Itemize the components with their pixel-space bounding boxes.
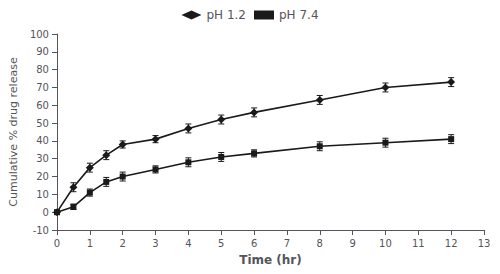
svg-text:30: 30 xyxy=(36,153,49,164)
svg-text:40: 40 xyxy=(36,135,49,146)
svg-text:4: 4 xyxy=(185,238,191,249)
svg-text:9: 9 xyxy=(349,238,355,249)
svg-text:20: 20 xyxy=(36,171,49,182)
svg-text:0: 0 xyxy=(43,207,49,218)
svg-text:2: 2 xyxy=(119,238,125,249)
svg-text:50: 50 xyxy=(36,118,49,129)
svg-text:Time (hr): Time (hr) xyxy=(239,253,302,267)
svg-text:6: 6 xyxy=(251,238,257,249)
svg-text:8: 8 xyxy=(317,238,323,249)
svg-text:1: 1 xyxy=(87,238,93,249)
svg-text:10: 10 xyxy=(36,189,49,200)
svg-text:pH 7.4: pH 7.4 xyxy=(279,8,319,22)
svg-text:10: 10 xyxy=(379,238,392,249)
svg-text:-10: -10 xyxy=(33,225,49,236)
svg-text:60: 60 xyxy=(36,100,49,111)
svg-text:90: 90 xyxy=(36,46,49,57)
svg-text:13: 13 xyxy=(478,238,491,249)
svg-text:12: 12 xyxy=(445,238,458,249)
svg-text:100: 100 xyxy=(30,29,49,40)
svg-text:80: 80 xyxy=(36,64,49,75)
svg-text:pH 1.2: pH 1.2 xyxy=(206,8,246,22)
svg-text:0: 0 xyxy=(54,238,60,249)
svg-text:70: 70 xyxy=(36,82,49,93)
svg-text:7: 7 xyxy=(284,238,290,249)
svg-text:3: 3 xyxy=(152,238,158,249)
svg-text:Cumulative % drug release: Cumulative % drug release xyxy=(7,57,20,207)
svg-text:11: 11 xyxy=(412,238,425,249)
svg-text:5: 5 xyxy=(218,238,224,249)
